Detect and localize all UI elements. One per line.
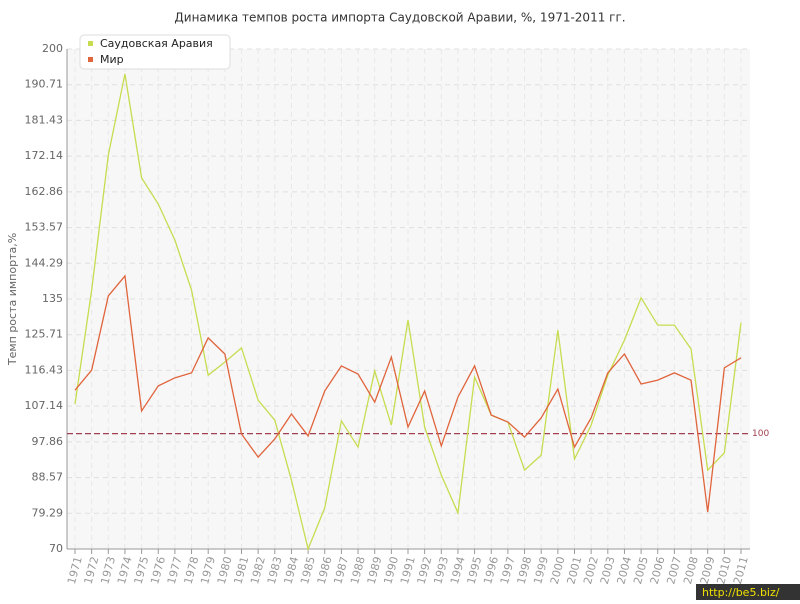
chart-title: Динамика темпов роста импорта Саудовской… (174, 11, 625, 25)
y-tick-label: 181.43 (25, 113, 64, 126)
chart: Динамика темпов роста импорта Саудовской… (0, 0, 800, 600)
y-tick-label: 70 (49, 542, 63, 555)
y-tick-label: 162.86 (25, 185, 64, 198)
legend-label: Саудовская Аравия (100, 37, 213, 50)
y-tick-label: 172.14 (25, 149, 64, 162)
y-tick-label: 107.14 (25, 399, 64, 412)
y-tick-label: 144.29 (25, 256, 64, 269)
y-tick-label: 135 (42, 292, 63, 305)
y-tick-label: 79.29 (32, 506, 64, 519)
y-axis-label: Темп роста импорта,% (6, 233, 19, 366)
y-tick-label: 97.86 (32, 435, 64, 448)
y-tick-label: 200 (42, 42, 63, 55)
y-tick-label: 153.57 (25, 221, 64, 234)
y-tick-label: 190.71 (25, 78, 64, 91)
legend-marker (88, 57, 93, 62)
reference-label: 100 (752, 429, 769, 439)
y-tick-label: 116.43 (25, 363, 64, 376)
y-tick-label: 125.71 (25, 328, 64, 341)
legend-label: Мир (100, 53, 124, 66)
legend-marker (88, 41, 93, 46)
watermark: http://be5.biz/ (702, 586, 780, 599)
y-tick-label: 88.57 (32, 471, 64, 484)
x-tick-label: 2011 (731, 555, 751, 585)
